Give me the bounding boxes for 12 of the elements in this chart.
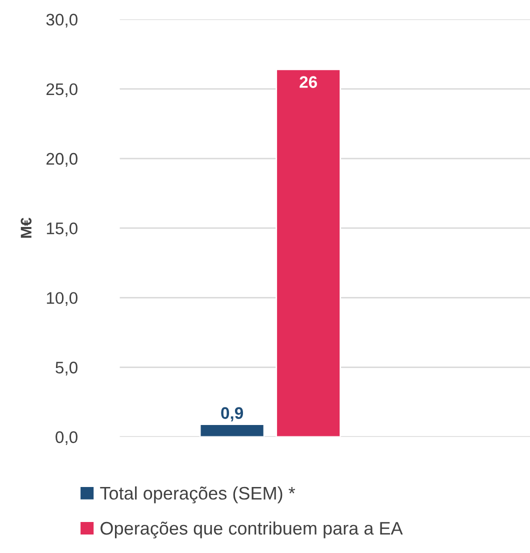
legend-label: Operações que contribuem para a EA	[100, 521, 403, 538]
y-tick-label: 0,0	[56, 431, 78, 446]
y-tick-label: 15,0	[46, 222, 78, 236]
legend-label: Total operações (SEM) *	[100, 486, 296, 504]
data-label: 0,9	[221, 407, 244, 422]
y-tick-label: 20,0	[46, 152, 78, 167]
data-label: 26	[300, 76, 318, 88]
y-axis-title: M€	[20, 218, 32, 238]
y-tick-label: 25,0	[46, 83, 78, 98]
y-tick-label: 5,0	[56, 362, 78, 376]
y-tick-label: 30,0	[46, 14, 78, 28]
y-tick-label: 10,0	[46, 292, 78, 306]
